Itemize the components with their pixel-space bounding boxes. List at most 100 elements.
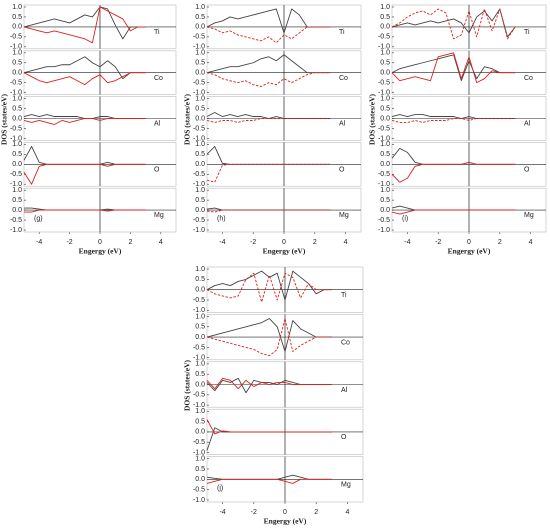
y-tick-label: 1.0 [195, 187, 205, 194]
y-axis-label: DOS (states/eV) [183, 359, 192, 411]
y-tick-label: 0.0 [380, 161, 390, 168]
subplot-name: O [341, 434, 347, 441]
y-tick-label: -1.0 [193, 181, 205, 188]
y-tick-label: -1.0 [193, 135, 205, 142]
y-tick-label: 0.5 [380, 105, 390, 112]
dos-line [23, 118, 146, 125]
subplot-name: O [524, 166, 530, 173]
y-tick-label: 1.0 [12, 50, 22, 57]
dos-line [206, 72, 331, 88]
x-tick-label: 2 [314, 509, 318, 516]
dos-line [206, 26, 331, 44]
dos-line [206, 318, 332, 352]
x-tick-label: -2 [66, 239, 72, 246]
dos-line [23, 56, 146, 80]
y-tick-label: 0.0 [195, 161, 205, 168]
y-tick-label: -1.0 [193, 307, 205, 314]
subplot-name: O [339, 166, 345, 173]
y-tick-label: 0.5 [195, 371, 205, 378]
y-tick-label: 0.5 [195, 105, 205, 112]
y-tick-label: 0.0 [380, 207, 390, 214]
y-tick-label: 0.0 [380, 70, 390, 77]
y-tick-label: 1.0 [380, 50, 390, 57]
dos-line [391, 205, 516, 211]
y-tick-label: 0.5 [195, 418, 205, 425]
panel-label: (g) [34, 216, 43, 223]
x-tick-label: -4 [219, 509, 225, 516]
x-tick-label: 2 [128, 239, 132, 246]
dos-line [206, 8, 331, 34]
y-tick-label: 0.5 [12, 105, 22, 112]
dos-line [206, 377, 332, 390]
dos-line [206, 163, 331, 183]
dos-line [23, 6, 146, 44]
y-tick-label: -1.0 [193, 355, 205, 362]
y-tick-label: 0.5 [195, 324, 205, 331]
y-tick-label: 0.0 [195, 70, 205, 77]
dos-line [24, 209, 146, 213]
x-tick-label: 0 [98, 239, 102, 246]
y-tick-label: 0.0 [12, 70, 22, 77]
y-tick-label: 1.0 [380, 141, 390, 148]
y-tick-label: -1.0 [378, 181, 390, 188]
y-tick-label: -0.5 [193, 79, 205, 86]
y-tick-label: -0.5 [193, 34, 205, 41]
dos-line [206, 272, 332, 303]
panel-label: (h) [217, 216, 226, 223]
x-axis-label: Engergy (eV) [264, 517, 307, 526]
y-tick-label: 0.5 [195, 60, 205, 67]
y-tick-label: 0.0 [195, 334, 205, 341]
y-tick-label: -1.0 [378, 227, 390, 234]
y-tick-label: -1.0 [10, 181, 22, 188]
y-tick-label: 1.0 [12, 187, 22, 194]
y-tick-label: 0.5 [380, 197, 390, 204]
y-tick-label: -0.5 [193, 125, 205, 132]
y-axis-label: DOS (states/eV) [368, 93, 377, 145]
y-tick-label: 0.5 [195, 197, 205, 204]
y-tick-label: 0.5 [195, 151, 205, 158]
y-tick-label: -1.0 [193, 89, 205, 96]
y-tick-label: -1.0 [193, 449, 205, 456]
dos-line [23, 6, 146, 40]
subplot-name: O [154, 166, 160, 173]
dos-line [206, 377, 332, 394]
y-tick-label: 0.5 [380, 151, 390, 158]
y-tick-label: -0.5 [10, 125, 22, 132]
y-tick-label: 0.5 [195, 14, 205, 21]
y-tick-label: -0.5 [193, 486, 205, 493]
subplot-name: Al [154, 121, 161, 128]
y-tick-label: 0.5 [12, 197, 22, 204]
dos-line [206, 118, 331, 123]
subplot-name: Mg [154, 212, 164, 219]
x-tick-label: -4 [219, 239, 225, 246]
dos-line [391, 147, 516, 165]
y-tick-label: 0.0 [12, 161, 22, 168]
dos-line [206, 474, 332, 480]
x-tick-label: -2 [250, 239, 256, 246]
y-tick-label: 1.0 [380, 4, 390, 11]
y-tick-label: -0.5 [378, 34, 390, 41]
y-tick-label: -1.0 [193, 44, 205, 51]
y-tick-label: 0.5 [12, 151, 22, 158]
y-tick-label: 1.0 [195, 141, 205, 148]
y-tick-label: -0.5 [378, 79, 390, 86]
y-tick-label: 1.0 [12, 141, 22, 148]
y-tick-label: -1.0 [378, 89, 390, 96]
y-tick-label: -1.0 [378, 135, 390, 142]
x-tick-label: 4 [159, 239, 163, 246]
dos-line [206, 209, 331, 213]
subplot-name: Ti [154, 29, 160, 36]
y-tick-label: 0.5 [195, 276, 205, 283]
dos-line [391, 118, 516, 123]
y-tick-label: 0.5 [380, 14, 390, 21]
subplot-name: Al [341, 387, 348, 394]
y-tick-label: -0.5 [193, 217, 205, 224]
dos-line [391, 52, 516, 84]
subplot-name: Ti [341, 292, 347, 299]
y-tick-label: -1.0 [10, 89, 22, 96]
y-tick-label: 1.0 [12, 4, 22, 11]
y-tick-label: -1.0 [10, 227, 22, 234]
dos-line [206, 270, 332, 301]
y-tick-label: 0.0 [195, 429, 205, 436]
